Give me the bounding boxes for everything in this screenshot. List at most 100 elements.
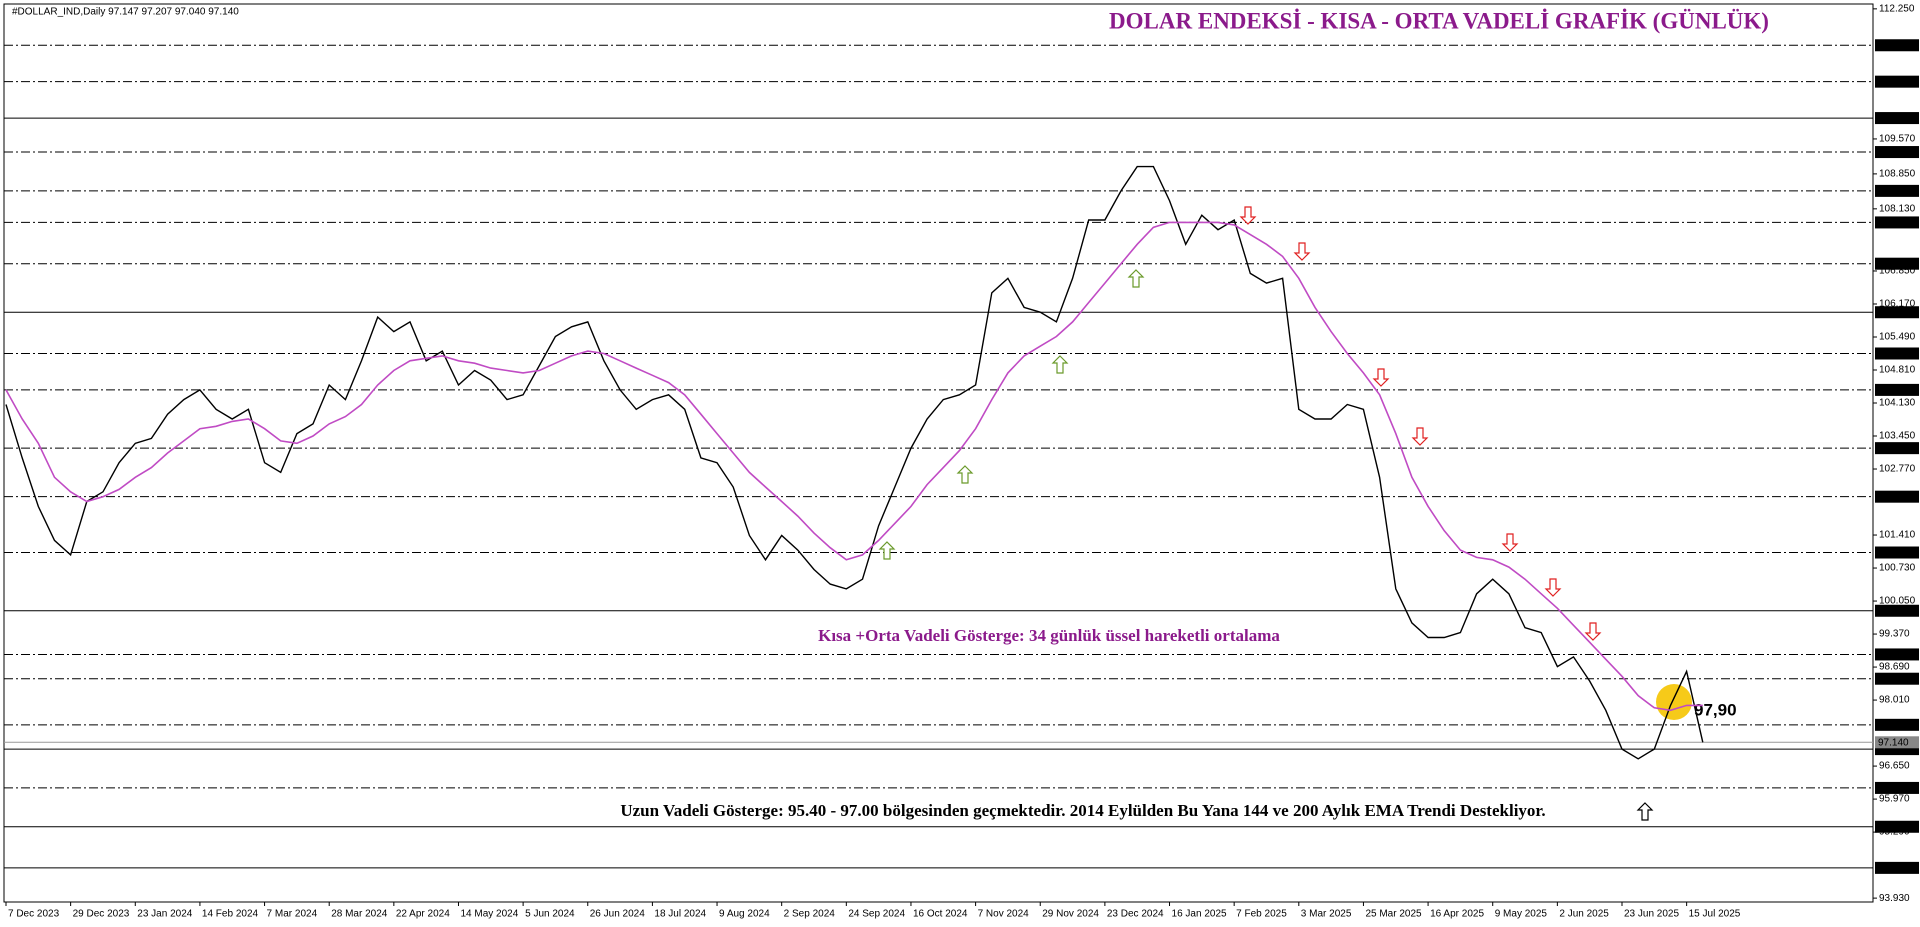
y-tick-label: 112.250 (1879, 3, 1915, 14)
level-label-box (1875, 257, 1919, 270)
chart-title: DOLAR ENDEKSİ - KISA - ORTA VADELİ GRAFİ… (1109, 8, 1769, 33)
level-label-box (1875, 672, 1919, 685)
annotation: 97,90 (1694, 700, 1737, 719)
level-label: 98.950 (1878, 650, 1909, 661)
level-label: 109.300 (1878, 147, 1915, 158)
x-tick-label: 9 May 2025 (1495, 909, 1548, 920)
up-arrow (1051, 355, 1069, 374)
x-tick-label: 7 Mar 2024 (267, 909, 318, 920)
level-label: 98.450 (1878, 674, 1909, 685)
plot-frame (3, 3, 1874, 903)
level-label: 101.050 (1878, 548, 1915, 559)
x-tick-label: 23 Jan 2024 (137, 909, 192, 920)
y-tick-label: 104.810 (1879, 365, 1916, 376)
y-tick-label: 102.770 (1879, 464, 1916, 475)
ema-line (5, 221, 1703, 712)
x-tick-label: 24 Sep 2024 (848, 909, 905, 920)
level-label: 95.400 (1878, 822, 1909, 833)
y-tick-label: 99.370 (1879, 629, 1910, 640)
x-tick-label: 26 Jun 2024 (590, 909, 645, 920)
y-tick-label: 104.130 (1879, 398, 1916, 409)
level-label: 110.000 (1878, 113, 1914, 124)
down-arrow (1293, 242, 1311, 261)
annotation: Uzun Vadeli Gösterge: 95.40 - 97.00 bölg… (620, 801, 1545, 820)
level-label-box (1875, 490, 1919, 503)
down-arrow (1411, 427, 1429, 446)
down-arrow (1372, 368, 1390, 387)
level-label: 94.553 (1878, 863, 1909, 874)
level-label: 99.850 (1878, 606, 1909, 617)
level-label-box (1875, 146, 1919, 159)
x-tick-label: 14 Feb 2024 (202, 909, 259, 920)
x-tick-label: 28 Mar 2024 (331, 909, 388, 920)
y-tick-label: 100.730 (1879, 563, 1916, 574)
level-label-box (1875, 112, 1919, 125)
y-tick-label: 93.930 (1879, 893, 1910, 904)
last-price-box (1875, 736, 1919, 749)
level-label: 102.200 (1878, 492, 1915, 503)
level-label-box (1875, 718, 1919, 731)
down-arrow (1239, 206, 1257, 225)
level-label-box (1875, 347, 1919, 360)
x-tick-label: 2 Sep 2024 (784, 909, 836, 920)
x-tick-label: 9 Aug 2024 (719, 909, 770, 920)
price-line (5, 165, 1704, 760)
level-label-box (1875, 604, 1919, 617)
x-tick-label: 5 Jun 2024 (525, 909, 575, 920)
y-tick-label: 103.450 (1879, 431, 1916, 442)
up-arrow (1636, 802, 1654, 821)
down-arrow (1584, 622, 1602, 641)
y-tick-label: 95.970 (1879, 794, 1910, 805)
level-label-box (1875, 383, 1919, 396)
down-arrow (1544, 578, 1562, 597)
x-tick-label: 23 Dec 2024 (1107, 909, 1164, 920)
highlight-circle (1656, 684, 1692, 720)
level-label-box (1875, 648, 1919, 661)
x-tick-label: 7 Feb 2025 (1236, 909, 1287, 920)
up-arrow (878, 541, 896, 560)
x-tick-label: 15 Jul 2025 (1689, 909, 1741, 920)
level-label: 105.150 (1878, 349, 1915, 360)
level-label-box (1875, 216, 1919, 229)
x-tick-label: 3 Mar 2025 (1301, 909, 1352, 920)
up-arrow (1127, 269, 1145, 288)
x-tick-label: 7 Nov 2024 (978, 909, 1030, 920)
x-tick-label: 14 May 2024 (460, 909, 518, 920)
x-tick-label: 16 Oct 2024 (913, 909, 968, 920)
level-label-box (1875, 820, 1919, 833)
level-label: 110.750 (1878, 77, 1914, 88)
x-tick-label: 23 Jun 2025 (1624, 909, 1679, 920)
y-tick-label: 96.650 (1879, 761, 1910, 772)
up-arrow (956, 465, 974, 484)
y-tick-label: 109.570 (1879, 134, 1916, 145)
level-label: 111.500 (1878, 40, 1913, 51)
level-label: 103.200 (1878, 443, 1915, 454)
y-tick-label: 98.010 (1879, 695, 1910, 706)
level-label: 97.500 (1878, 720, 1909, 731)
level-label: 108.500 (1878, 186, 1915, 197)
level-label: 106.000 (1878, 307, 1915, 318)
annotation: Kısa +Orta Vadeli Gösterge: 34 günlük üs… (818, 626, 1280, 645)
level-label-box (1875, 75, 1919, 88)
x-tick-label: 22 Apr 2024 (396, 909, 450, 920)
x-tick-label: 18 Jul 2024 (654, 909, 706, 920)
header: #DOLLAR_IND,Daily 97.147 97.207 97.040 9… (12, 7, 239, 18)
level-label-box (1875, 39, 1919, 52)
level-label-box (1875, 306, 1919, 319)
y-tick-label: 108.850 (1879, 169, 1916, 180)
level-label-box (1875, 546, 1919, 559)
y-tick-label: 100.050 (1879, 596, 1916, 607)
y-tick-label: 101.410 (1879, 530, 1916, 541)
x-tick-label: 29 Nov 2024 (1042, 909, 1099, 920)
y-tick-label: 105.490 (1879, 332, 1916, 343)
level-label-box (1875, 184, 1919, 197)
y-tick-label: 106.170 (1879, 299, 1916, 310)
x-tick-label: 16 Apr 2025 (1430, 909, 1484, 920)
level-label: 96.200 (1878, 783, 1909, 794)
x-tick-label: 25 Mar 2025 (1365, 909, 1422, 920)
x-tick-label: 29 Dec 2023 (73, 909, 130, 920)
last-price-label: 97.140 (1878, 737, 1909, 748)
level-label: 97.000 (1878, 744, 1909, 755)
